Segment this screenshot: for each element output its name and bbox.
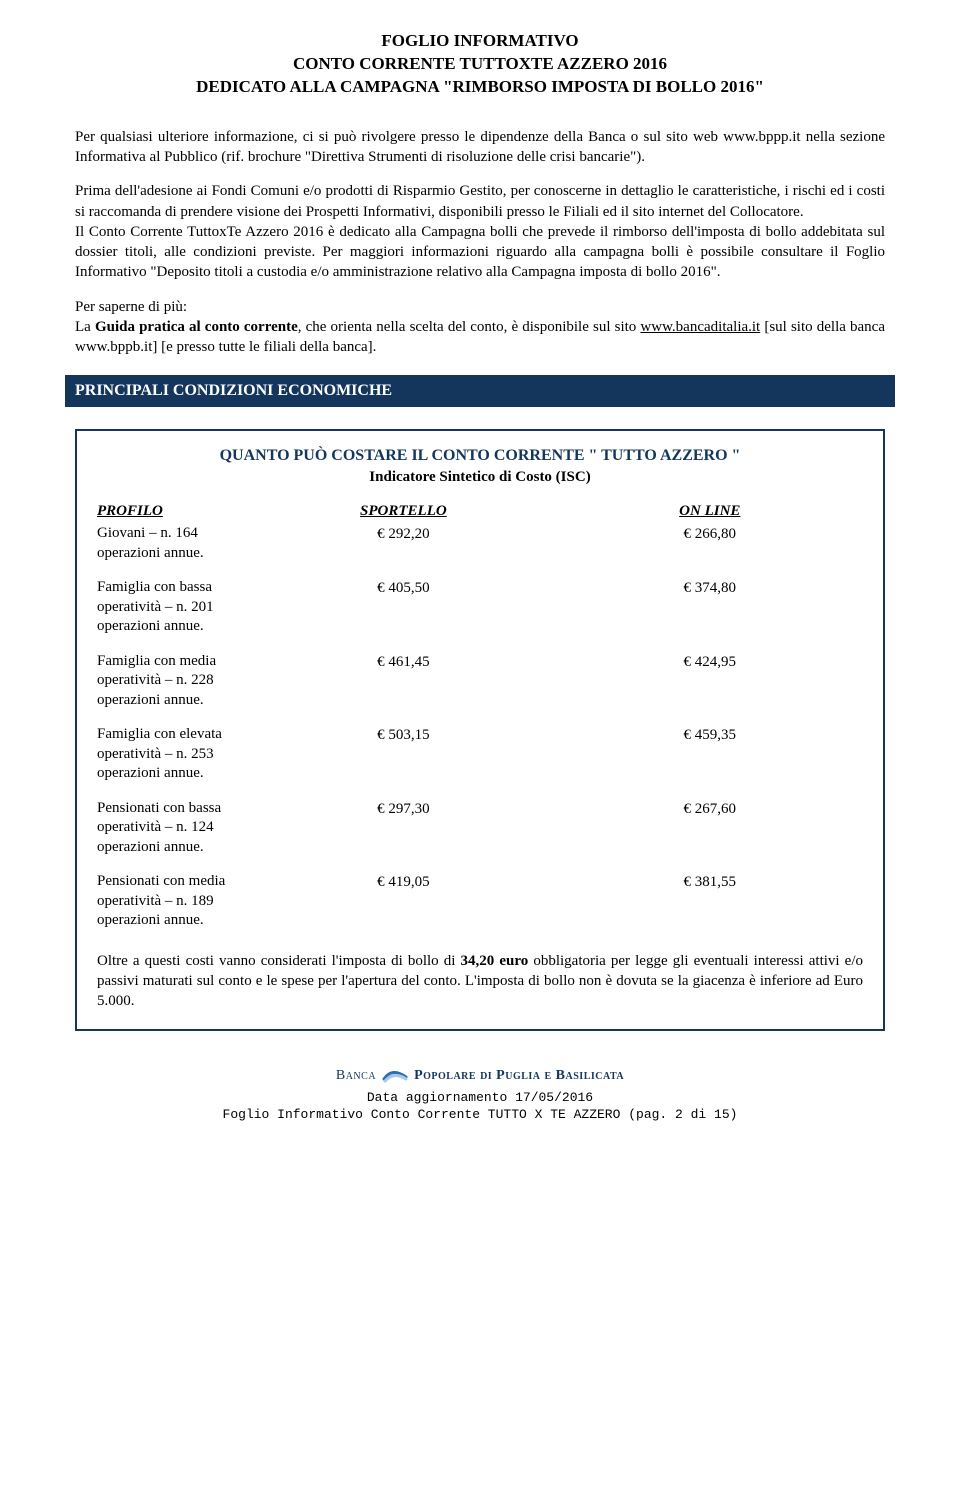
sportello-value: € 292,20 [250,523,556,577]
sportello-value: € 461,45 [250,651,556,725]
note-bold: 34,20 euro [461,953,529,969]
online-value: € 459,35 [557,724,863,798]
title-line-1: FOGLIO INFORMATIVO [381,31,578,50]
profile-label: Giovani – n. 164 operazioni annue. [97,523,250,577]
table-row: Famiglia con bassa operatività – n. 201 … [97,577,863,651]
section-heading-conditions: PRINCIPALI CONDIZIONI ECONOMICHE [65,375,895,407]
sportello-value: € 405,50 [250,577,556,651]
learn-more-paragraph: Per saperne di più: La Guida pratica al … [75,297,885,358]
cost-table-header-row: PROFILO SPORTELLO ON LINE [97,499,863,523]
col-profilo: PROFILO [97,499,250,523]
table-row: Pensionati con bassa operatività – n. 12… [97,798,863,872]
profile-label: Famiglia con bassa operatività – n. 201 … [97,577,250,651]
table-row: Famiglia con elevata operatività – n. 25… [97,724,863,798]
learn-more-lead: Per saperne di più: [75,299,187,315]
sportello-value: € 503,15 [250,724,556,798]
bank-name-part2: Popolare di Puglia e Basilicata [414,1068,624,1083]
cost-summary-box: QUANTO PUÒ COSTARE IL CONTO CORRENTE " T… [75,429,885,1031]
bank-logo: Banca Popolare di Puglia e Basilicata [75,1067,885,1086]
logo-swoosh-icon [382,1069,408,1083]
learn-more-bold: Guida pratica al conto corrente [95,319,298,335]
cost-box-subtitle: Indicatore Sintetico di Costo (ISC) [97,467,863,487]
online-value: € 381,55 [557,871,863,945]
table-row: Famiglia con media operatività – n. 228 … [97,651,863,725]
col-sportello: SPORTELLO [250,499,556,523]
profile-label: Famiglia con elevata operatività – n. 25… [97,724,250,798]
title-line-2: CONTO CORRENTE TUTTOXTE AZZERO 2016 [293,54,667,73]
profile-label: Famiglia con media operatività – n. 228 … [97,651,250,725]
cost-box-title: QUANTO PUÒ COSTARE IL CONTO CORRENTE " T… [97,445,863,467]
profile-label: Pensionati con bassa operatività – n. 12… [97,798,250,872]
profile-label: Pensionati con media operatività – n. 18… [97,871,250,945]
sportello-value: € 297,30 [250,798,556,872]
table-row: Giovani – n. 164 operazioni annue. € 292… [97,523,863,577]
table-row: Pensionati con media operatività – n. 18… [97,871,863,945]
cost-table: PROFILO SPORTELLO ON LINE Giovani – n. 1… [97,499,863,945]
cost-box-note: Oltre a questi costi vanno considerati l… [97,951,863,1012]
online-value: € 424,95 [557,651,863,725]
col-online: ON LINE [557,499,863,523]
online-value: € 266,80 [557,523,863,577]
online-value: € 267,60 [557,798,863,872]
page-footer: Banca Popolare di Puglia e Basilicata Da… [75,1067,885,1124]
intro-paragraph-3: Il Conto Corrente TuttoxTe Azzero 2016 è… [75,222,885,283]
learn-more-text-b: , che orienta nella scelta del conto, è … [298,319,641,335]
online-value: € 374,80 [557,577,863,651]
bank-name-part1: Banca [336,1068,376,1083]
intro-paragraph-2: Prima dell'adesione ai Fondi Comuni e/o … [75,181,885,222]
learn-more-link[interactable]: www.bancaditalia.it [640,319,760,335]
title-line-3: DEDICATO ALLA CAMPAGNA "RIMBORSO IMPOSTA… [196,77,764,96]
sportello-value: € 419,05 [250,871,556,945]
note-text-a: Oltre a questi costi vanno considerati l… [97,953,461,969]
learn-more-text-a: La [75,319,95,335]
footer-date: Data aggiornamento 17/05/2016 [75,1090,885,1107]
footer-page-number: Foglio Informativo Conto Corrente TUTTO … [75,1107,885,1124]
intro-paragraph-1: Per qualsiasi ulteriore informazione, ci… [75,127,885,168]
document-title: FOGLIO INFORMATIVO CONTO CORRENTE TUTTOX… [75,30,885,99]
